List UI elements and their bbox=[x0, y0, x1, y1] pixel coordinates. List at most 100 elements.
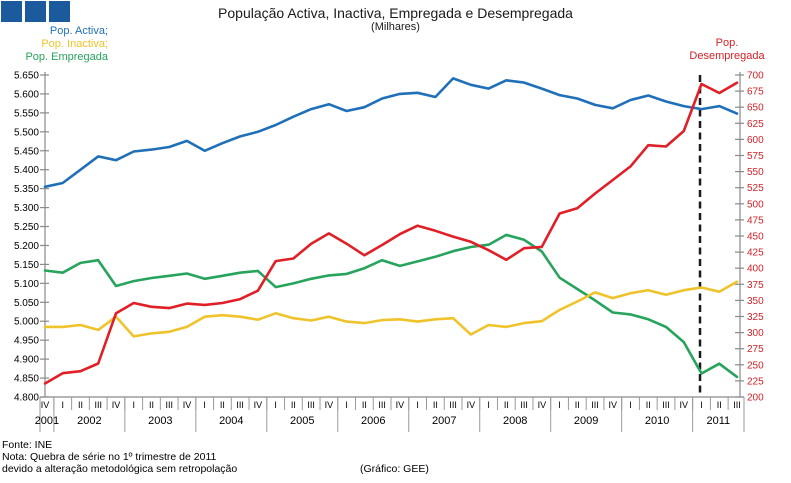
y-axis-right-tick-label: 450 bbox=[747, 232, 764, 243]
x-quarter-label: I bbox=[629, 400, 632, 410]
x-quarter-label: II bbox=[149, 400, 154, 410]
y-axis-right-tick-label: 225 bbox=[747, 376, 764, 387]
x-quarter-label: I bbox=[345, 400, 348, 410]
y-axis-right-tick-label: 425 bbox=[747, 248, 764, 259]
x-quarter-label: I bbox=[203, 400, 206, 410]
y-axis-left-tick-label: 5.400 bbox=[14, 165, 39, 176]
y-axis-left-tick-label: 5.550 bbox=[14, 108, 39, 119]
x-quarter-label: III bbox=[591, 400, 599, 410]
y-axis-left-tick-label: 5.250 bbox=[14, 222, 39, 233]
y-axis-left-tick-label: 5.300 bbox=[14, 203, 39, 214]
x-quarter-label: IV bbox=[254, 400, 263, 410]
x-quarter-label: II bbox=[362, 400, 367, 410]
x-quarter-label: I bbox=[558, 400, 561, 410]
x-quarter-label: III bbox=[94, 400, 102, 410]
legend-item-empregada: Pop. Empregada bbox=[25, 51, 108, 63]
y-axis-left-tick-label: 5.450 bbox=[14, 146, 39, 157]
x-quarter-label: II bbox=[291, 400, 296, 410]
y-axis-right-tick-label: 250 bbox=[747, 360, 764, 371]
footer-note-line2: devido a alteração metodológica sem retr… bbox=[2, 463, 238, 475]
x-quarter-label: III bbox=[733, 400, 741, 410]
y-axis-left-tick-label: 4.950 bbox=[14, 336, 39, 347]
x-year-label: 2007 bbox=[432, 415, 456, 427]
x-quarter-label: III bbox=[307, 400, 315, 410]
y-axis-right-tick-label: 525 bbox=[747, 183, 764, 194]
x-year-label: 2001 bbox=[35, 415, 59, 427]
x-quarter-label: III bbox=[520, 400, 528, 410]
page-subtitle: (Milhares) bbox=[371, 21, 420, 33]
legend-item-inactiva: Pop. Inactiva; bbox=[41, 38, 108, 50]
x-year-label: 2004 bbox=[219, 415, 243, 427]
x-quarter-label: II bbox=[717, 400, 722, 410]
y-axis-right-tick-label: 300 bbox=[747, 328, 764, 339]
y-axis-left-tick-label: 5.100 bbox=[14, 279, 39, 290]
x-year-label: 2005 bbox=[290, 415, 314, 427]
logo-square-2 bbox=[25, 1, 46, 22]
x-quarter-label: III bbox=[449, 400, 457, 410]
footer-note-line1: Nota: Quebra de série no 1º trimestre de… bbox=[2, 451, 217, 463]
x-quarter-label: III bbox=[662, 400, 670, 410]
x-year-label: 2009 bbox=[574, 415, 598, 427]
y-axis-left: 5.650 5.600 5.550 5.500 5.450 5.400 5.350 5.300… bbox=[14, 71, 49, 404]
y-axis-right-tick-label: 375 bbox=[747, 280, 764, 291]
page-title: População Activa, Inactiva, Empregada e … bbox=[218, 5, 573, 21]
y-axis-left-tick-label: 5.150 bbox=[14, 260, 39, 271]
x-quarter-label: II bbox=[433, 400, 438, 410]
legend-item-activa: Pop. Activa; bbox=[49, 25, 108, 37]
x-year-label: 2008 bbox=[503, 415, 527, 427]
footer-source: Fonte: INE bbox=[2, 439, 53, 451]
y-axis-right-tick-label: 350 bbox=[747, 296, 764, 307]
series-line-pop-desempregada bbox=[43, 81, 739, 385]
desempregada-axis-label-line2: Desempregada bbox=[689, 50, 765, 62]
x-year-label: 2011 bbox=[706, 415, 730, 427]
x-year-label: 2010 bbox=[645, 415, 669, 427]
y-axis-left-tick-label: 5.500 bbox=[14, 127, 39, 138]
y-axis-left-tick-label: 4.900 bbox=[14, 355, 39, 366]
x-quarter-label: IV bbox=[609, 400, 618, 410]
x-quarter-label: IV bbox=[467, 400, 476, 410]
x-quarter-label: I bbox=[487, 400, 490, 410]
series-line-pop-inactiva bbox=[43, 280, 739, 338]
y-axis-left-tick-label: 4.850 bbox=[14, 374, 39, 385]
series-line-pop-activa bbox=[43, 77, 739, 189]
y-axis-left-tick-label: 4.800 bbox=[14, 393, 39, 404]
footer-credit: (Gráfico: GEE) bbox=[360, 463, 429, 475]
y-axis-right-tick-label: 550 bbox=[747, 167, 764, 178]
x-quarter-label: III bbox=[378, 400, 386, 410]
x-quarter-label: IV bbox=[325, 400, 334, 410]
y-axis-right-tick-label: 675 bbox=[747, 87, 764, 98]
y-axis-right-tick-label: 700 bbox=[747, 71, 764, 82]
logo-square-3 bbox=[49, 1, 70, 22]
y-axis-right-tick-label: 600 bbox=[747, 135, 764, 146]
desempregada-axis-label: Pop. Desempregada bbox=[668, 37, 786, 63]
y-axis-left-tick-label: 5.350 bbox=[14, 184, 39, 195]
x-quarter-label: IV bbox=[396, 400, 405, 410]
y-axis-left-tick-label: 5.600 bbox=[14, 89, 39, 100]
y-axis-right-tick-label: 400 bbox=[747, 264, 764, 275]
x-quarter-label: IV bbox=[538, 400, 547, 410]
y-axis-right-tick-label: 325 bbox=[747, 312, 764, 323]
y-axis-left-tick-label: 5.050 bbox=[14, 298, 39, 309]
x-quarter-label: I bbox=[416, 400, 419, 410]
y-axis-right-tick-label: 475 bbox=[747, 215, 764, 226]
desempregada-axis-label-line1: Pop. bbox=[715, 37, 739, 49]
x-year-label: 2002 bbox=[77, 415, 101, 427]
y-axis-left-tick-label: 5.000 bbox=[14, 317, 39, 328]
x-axis: IV I II III IV I II III IV I II III IV I II III IV I II III… bbox=[35, 396, 745, 432]
x-quarter-label: II bbox=[646, 400, 651, 410]
x-quarter-label: IV bbox=[680, 400, 689, 410]
x-year-label: 2006 bbox=[361, 415, 385, 427]
x-quarter-label: II bbox=[575, 400, 580, 410]
y-axis-right-tick-label: 500 bbox=[747, 199, 764, 210]
y-axis-right-tick-label: 275 bbox=[747, 344, 764, 355]
y-axis-right-tick-label: 650 bbox=[747, 103, 764, 114]
x-quarter-label: II bbox=[220, 400, 225, 410]
x-quarter-label: I bbox=[132, 400, 135, 410]
x-quarter-label: II bbox=[78, 400, 83, 410]
x-quarter-label: II bbox=[504, 400, 509, 410]
x-quarter-label: I bbox=[700, 400, 703, 410]
x-quarter-label: IV bbox=[183, 400, 192, 410]
logo bbox=[1, 1, 70, 22]
y-axis-right-tick-label: 200 bbox=[747, 393, 764, 404]
